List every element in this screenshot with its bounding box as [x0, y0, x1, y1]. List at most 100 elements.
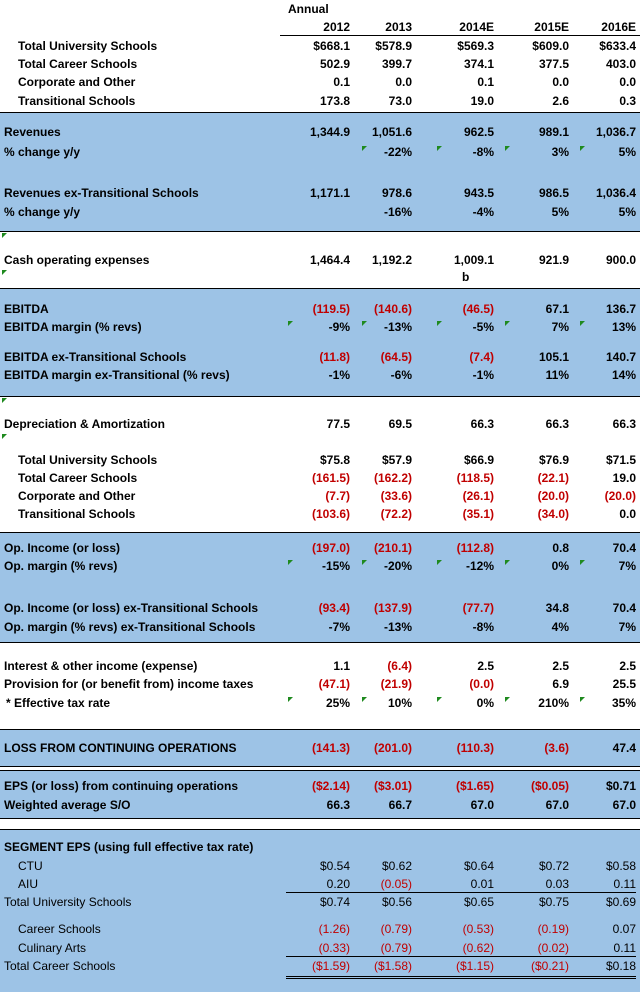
cell-value: 986.5 — [538, 186, 569, 200]
cell-value: 73.0 — [388, 94, 412, 108]
cell-value: 1,036.7 — [595, 125, 636, 139]
row-label: Total Career Schools — [18, 471, 138, 485]
cell-value: (0.62) — [462, 941, 494, 955]
table-row: EPS (or loss) from continuing operations… — [0, 777, 640, 795]
cell-value: 67.0 — [612, 798, 636, 812]
divider — [0, 766, 640, 767]
table-row: EBITDA margin (% revs) -9% -13% -5% 7% 13% — [0, 318, 640, 336]
cell-value: (7.4) — [469, 350, 494, 364]
cell-value: 5% — [618, 205, 636, 219]
comment-marker-icon — [580, 697, 585, 702]
cell-value: $76.9 — [538, 453, 569, 467]
divider — [0, 729, 640, 730]
cash-opex-note: b — [462, 270, 470, 284]
cell-value: 0.20 — [326, 877, 350, 891]
divider — [0, 396, 640, 397]
cell-value: -15% — [321, 559, 350, 573]
cell-value: $578.9 — [375, 39, 412, 53]
row-label: EBITDA ex-Transitional Schools — [4, 350, 187, 364]
divider — [0, 532, 640, 533]
cell-value: 962.5 — [463, 125, 494, 139]
cell-value: 25% — [325, 696, 350, 710]
cell-value: 900.0 — [605, 253, 636, 267]
cell-value: 0.0 — [395, 75, 412, 89]
comment-marker-icon — [2, 270, 7, 275]
comment-marker-icon — [288, 697, 293, 702]
comment-marker-icon — [2, 434, 7, 439]
cell-value: 173.8 — [319, 94, 350, 108]
cell-value: 377.5 — [538, 57, 569, 71]
row-label: Transitional Schools — [18, 94, 136, 108]
cell-value: ($3.01) — [373, 779, 412, 793]
cell-value: -16% — [383, 205, 412, 219]
divider — [0, 288, 640, 289]
cell-value: (22.1) — [537, 471, 569, 485]
cell-value: 0.07 — [612, 922, 636, 936]
table-row: Transitional Schools 173.8 73.0 19.0 2.6 0.3 — [0, 92, 640, 110]
cell-value: 0.01 — [470, 877, 494, 891]
row-label: LOSS FROM CONTINUING OPERATIONS — [4, 741, 237, 755]
table-row: Career Schools (1.26) (0.79) (0.53) (0.19) 0.… — [0, 920, 640, 938]
table-row: Op. margin (% revs) -15% -20% -12% 0% 7% — [0, 557, 640, 575]
row-label: Depreciation & Amortization — [4, 417, 165, 431]
comment-marker-icon — [362, 146, 367, 151]
cell-value: 11% — [545, 368, 569, 382]
cell-value: (118.5) — [456, 471, 494, 485]
cell-value: -20% — [383, 559, 412, 573]
cell-value: (197.0) — [311, 541, 350, 555]
cell-value: 70.4 — [612, 601, 636, 615]
year-header: 2015E — [534, 20, 569, 34]
cell-value: -5% — [472, 320, 494, 334]
row-label: Cash operating expenses — [4, 253, 150, 267]
cell-value: (3.6) — [544, 741, 569, 755]
cell-value: 69.5 — [388, 417, 412, 431]
row-label: Interest & other income (expense) — [4, 659, 198, 673]
row-label: Op. margin (% revs) — [4, 559, 118, 573]
total-underline — [286, 892, 636, 893]
cell-value: $0.62 — [381, 859, 412, 873]
cell-value: -8% — [472, 620, 494, 634]
cell-value: 136.7 — [605, 302, 636, 316]
row-label: Revenues — [4, 125, 61, 139]
cell-value: 1,051.6 — [371, 125, 412, 139]
table-row: Depreciation & Amortization 77.5 69.5 66.3 6… — [0, 415, 640, 433]
cell-value: 210% — [538, 696, 569, 710]
cell-value: 67.0 — [470, 798, 494, 812]
cell-value: 1,464.4 — [309, 253, 350, 267]
cell-value: (46.5) — [462, 302, 494, 316]
cell-value: 0.0 — [619, 507, 636, 521]
cell-value: (201.0) — [373, 741, 412, 755]
cell-value: (162.2) — [373, 471, 412, 485]
seg-eps-title: SEGMENT EPS (using full effective tax ra… — [4, 840, 254, 854]
cell-value: -13% — [383, 620, 412, 634]
cell-value: 140.7 — [605, 350, 636, 364]
row-label: AIU — [18, 877, 39, 891]
table-row: Corporate and Other 0.1 0.0 0.1 0.0 0.0 — [0, 73, 640, 91]
table-row: % change y/y -22% -8% 3% 5% — [0, 143, 640, 161]
cell-value: $66.9 — [463, 453, 494, 467]
cell-value: $609.0 — [532, 39, 569, 53]
row-label: Op. Income (or loss) ex-Transitional Sch… — [4, 601, 259, 615]
cell-value: -1% — [472, 368, 494, 382]
cell-value: (112.8) — [456, 541, 494, 555]
cell-value: (21.9) — [380, 677, 412, 691]
cell-value: 19.0 — [470, 94, 494, 108]
cell-value: 399.7 — [381, 57, 412, 71]
cell-value: 0.0 — [619, 75, 636, 89]
cell-value: (0.79) — [380, 922, 412, 936]
cell-value: $0.72 — [538, 859, 569, 873]
band-revenues — [0, 113, 640, 231]
table-row: Op. Income (or loss) ex-Transitional Sch… — [0, 599, 640, 617]
table-row: * Effective tax rate 25% 10% 0% 210% 35% — [0, 694, 640, 712]
table-row: Total Career Schools 502.9 399.7 374.1 377.5… — [0, 55, 640, 73]
cell-value: $0.18 — [605, 959, 636, 973]
cell-value: 2.5 — [477, 659, 494, 673]
year-header: 2013 — [385, 20, 412, 34]
table-row: Revenues 1,344.9 1,051.6 962.5 989.1 1,036.7 — [0, 123, 640, 141]
cell-value: 0% — [551, 559, 569, 573]
row-label: Total University Schools — [18, 453, 158, 467]
row-label: * Effective tax rate — [6, 696, 111, 710]
cell-value: $57.9 — [381, 453, 412, 467]
cell-value: 921.9 — [538, 253, 569, 267]
band-loss — [0, 729, 640, 766]
